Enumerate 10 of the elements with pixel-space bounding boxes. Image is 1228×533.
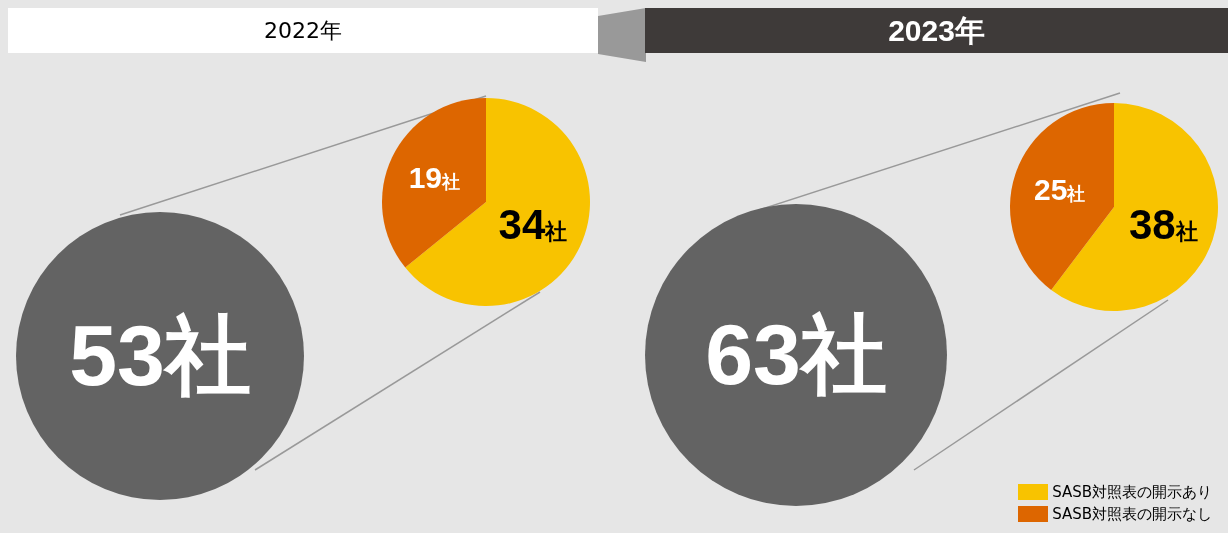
data-label: 19社 — [408, 161, 461, 195]
text: 63社 — [705, 304, 887, 404]
chart-title: 2023年 — [645, 8, 1228, 53]
text: 53社 — [69, 305, 251, 405]
data-label: 34社 — [498, 201, 568, 249]
legend-label: SASB対照表の開示なし — [1052, 504, 1212, 524]
data-label: 38社 — [1128, 200, 1198, 248]
data-label: 25社 — [1034, 172, 1086, 206]
chart-title: 2022年 — [8, 8, 598, 53]
legend-label: SASB対照表の開示あり — [1052, 482, 1212, 502]
